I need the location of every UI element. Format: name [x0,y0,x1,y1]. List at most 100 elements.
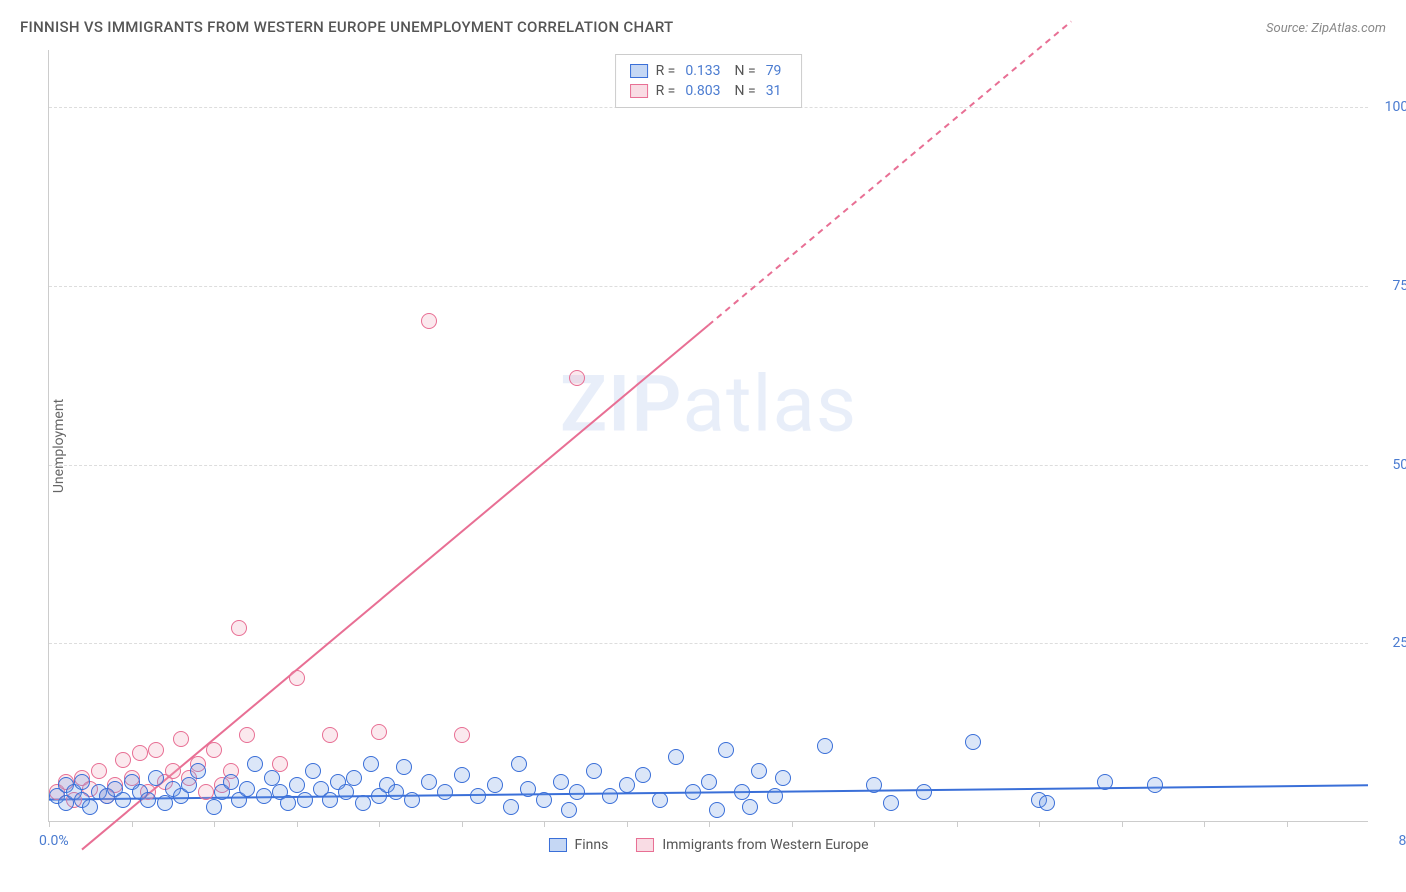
marker-immigrants [91,763,107,779]
marker-finns [297,792,313,808]
y-tick-label: 75.0% [1374,278,1406,294]
marker-finns [322,792,338,808]
marker-immigrants [206,742,222,758]
marker-finns [115,792,131,808]
marker-finns [396,759,412,775]
marker-finns [157,795,173,811]
series-legend: Finns Immigrants from Western Europe [548,837,868,853]
marker-finns [280,795,296,811]
marker-finns [652,792,668,808]
trend-lines [49,50,1368,821]
r-value-immigrants: 0.803 [685,83,720,99]
gridline [49,643,1368,644]
x-tick [1039,821,1040,827]
marker-immigrants [454,727,470,743]
y-tick-label: 100.0% [1374,99,1406,115]
n-value-finns: 79 [766,63,782,79]
marker-finns [256,788,272,804]
marker-finns [1097,774,1113,790]
chart-title: FINNISH VS IMMIGRANTS FROM WESTERN EUROP… [20,18,674,36]
marker-finns [536,792,552,808]
marker-immigrants [173,731,189,747]
marker-finns [561,802,577,818]
marker-finns [553,774,569,790]
x-tick [214,821,215,827]
x-tick [462,821,463,827]
marker-finns [437,784,453,800]
x-tick [1204,821,1205,827]
marker-immigrants [272,756,288,772]
marker-immigrants [322,727,338,743]
marker-finns [305,763,321,779]
swatch-finns [630,64,648,78]
marker-immigrants [289,670,305,686]
legend-label-immigrants: Immigrants from Western Europe [662,837,868,853]
marker-immigrants [421,313,437,329]
r-value-finns: 0.133 [685,63,720,79]
marker-finns [701,774,717,790]
marker-finns [206,799,222,815]
marker-finns [619,777,635,793]
marker-finns [363,756,379,772]
marker-immigrants [148,742,164,758]
marker-finns [355,795,371,811]
marker-finns [866,777,882,793]
marker-finns [190,763,206,779]
x-axis-min-label: 0.0% [39,833,69,849]
legend-item-immigrants: Immigrants from Western Europe [636,837,868,853]
marker-finns [751,763,767,779]
marker-finns [569,784,585,800]
scatter-plot: ZIPatlas 25.0%50.0%75.0%100.0% R =0.133 … [48,50,1368,822]
n-value-immigrants: 31 [766,83,782,99]
marker-finns [239,781,255,797]
marker-finns [454,767,470,783]
marker-finns [223,774,239,790]
stats-legend: R =0.133 N =79 R =0.803 N =31 [615,54,803,108]
x-tick [1122,821,1123,827]
source-attribution: Source: ZipAtlas.com [1266,21,1386,36]
x-tick [379,821,380,827]
marker-finns [668,749,684,765]
marker-immigrants [115,752,131,768]
stats-row-finns: R =0.133 N =79 [630,61,788,81]
swatch-immigrants [636,838,654,852]
marker-finns [586,763,602,779]
marker-finns [718,742,734,758]
x-tick [957,821,958,827]
watermark: ZIPatlas [560,359,857,450]
y-tick-label: 50.0% [1374,457,1406,473]
marker-finns [916,784,932,800]
x-tick [627,821,628,827]
marker-finns [775,770,791,786]
marker-finns [346,770,362,786]
x-tick [792,821,793,827]
marker-finns [388,784,404,800]
marker-finns [1147,777,1163,793]
marker-finns [470,788,486,804]
marker-finns [1039,795,1055,811]
legend-item-finns: Finns [548,837,608,853]
swatch-immigrants [630,84,648,98]
marker-finns [140,792,156,808]
marker-immigrants [569,370,585,386]
marker-finns [883,795,899,811]
marker-finns [685,784,701,800]
marker-immigrants [165,763,181,779]
x-tick [1287,821,1288,827]
marker-finns [404,792,420,808]
x-axis-max-label: 80.0% [1398,833,1406,849]
marker-finns [247,756,263,772]
marker-finns [511,756,527,772]
marker-immigrants [231,620,247,636]
marker-finns [635,767,651,783]
marker-finns [421,774,437,790]
marker-finns [767,788,783,804]
legend-label-finns: Finns [574,837,608,853]
marker-finns [148,770,164,786]
marker-finns [82,799,98,815]
marker-immigrants [132,745,148,761]
marker-immigrants [239,727,255,743]
x-tick [874,821,875,827]
marker-finns [520,781,536,797]
x-tick [132,821,133,827]
